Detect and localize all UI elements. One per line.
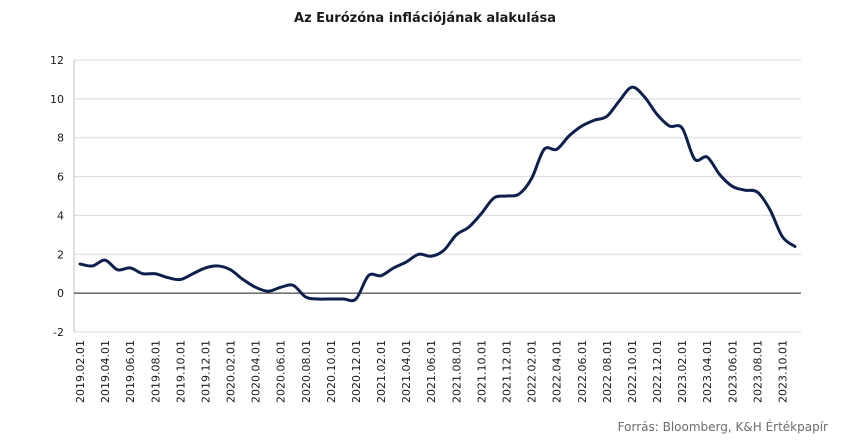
x-tick-label: 2021.10.01 bbox=[475, 340, 488, 403]
x-tick-label: 2019.08.01 bbox=[149, 340, 162, 403]
x-tick-label: 2021.08.01 bbox=[450, 340, 463, 403]
x-tick-label: 2021.04.01 bbox=[400, 340, 413, 403]
x-tick-label: 2021.12.01 bbox=[500, 340, 513, 403]
x-tick-label: 2023.04.01 bbox=[701, 340, 714, 403]
chart-title: Az Eurózóna inflációjának alakulása bbox=[294, 11, 556, 26]
y-tick-label: 8 bbox=[57, 132, 64, 145]
x-tick-label: 2020.02.01 bbox=[225, 340, 238, 403]
x-tick-label: 2019.04.01 bbox=[99, 340, 112, 403]
x-tick-label: 2022.02.01 bbox=[526, 340, 539, 403]
y-tick-label: 6 bbox=[57, 171, 64, 184]
x-tick-label: 2022.08.01 bbox=[601, 340, 614, 403]
x-tick-label: 2022.04.01 bbox=[551, 340, 564, 403]
y-tick-label: 2 bbox=[57, 248, 64, 261]
y-tick-label: 12 bbox=[50, 54, 64, 67]
x-tick-label: 2021.02.01 bbox=[375, 340, 388, 403]
y-tick-label: 10 bbox=[50, 93, 64, 106]
x-tick-label: 2020.10.01 bbox=[325, 340, 338, 403]
x-tick-label: 2019.10.01 bbox=[174, 340, 187, 403]
x-tick-label: 2023.08.01 bbox=[751, 340, 764, 403]
x-tick-label: 2022.12.01 bbox=[651, 340, 664, 403]
x-tick-label: 2019.06.01 bbox=[124, 340, 137, 403]
x-tick-label: 2019.02.01 bbox=[74, 340, 87, 403]
x-tick-label: 2023.10.01 bbox=[776, 340, 789, 403]
x-tick-label: 2022.10.01 bbox=[626, 340, 639, 403]
x-tick-label: 2021.06.01 bbox=[425, 340, 438, 403]
x-tick-label: 2022.06.01 bbox=[576, 340, 589, 403]
x-tick-label: 2020.04.01 bbox=[250, 340, 263, 403]
x-tick-label: 2020.08.01 bbox=[300, 340, 313, 403]
x-tick-label: 2023.06.01 bbox=[726, 340, 739, 403]
x-tick-label: 2023.02.01 bbox=[676, 340, 689, 403]
y-tick-label: 0 bbox=[57, 287, 64, 300]
x-tick-label: 2020.12.01 bbox=[350, 340, 363, 403]
source-note: Forrás: Bloomberg, K&H Értékpapír bbox=[617, 420, 828, 434]
y-tick-label: 4 bbox=[57, 209, 64, 222]
series-line bbox=[78, 85, 797, 303]
x-tick-label: 2019.12.01 bbox=[199, 340, 212, 403]
x-tick-label: 2020.06.01 bbox=[275, 340, 288, 403]
y-tick-label: -2 bbox=[53, 326, 64, 339]
